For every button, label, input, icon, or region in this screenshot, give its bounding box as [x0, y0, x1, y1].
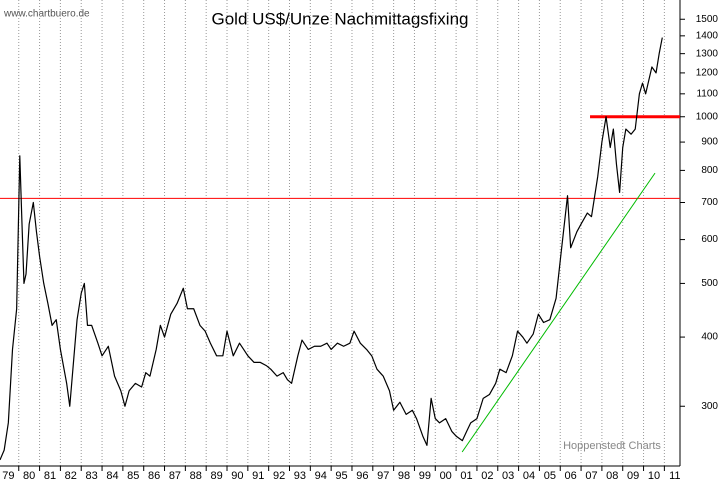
x-tick-label: 88 [190, 470, 202, 482]
x-tick-label: 80 [23, 470, 35, 482]
x-tick-label: 82 [65, 470, 77, 482]
y-tick-label: 1200 [696, 68, 719, 79]
x-tick-label: 97 [377, 470, 389, 482]
x-tick-label: 84 [106, 470, 118, 482]
y-tick-label: 900 [701, 137, 718, 148]
x-tick-label: 99 [419, 470, 431, 482]
y-tick-label: 1400 [696, 30, 719, 41]
x-tick-label: 90 [231, 470, 243, 482]
x-tick-label: 87 [169, 470, 181, 482]
y-tick-label: 400 [701, 332, 718, 343]
chart-title: Gold US$/Unze Nachmittagsfixing [211, 9, 468, 28]
x-tick-label: 95 [335, 470, 347, 482]
y-tick-label: 1300 [696, 48, 719, 59]
source-note: www.chartbuero.de [3, 9, 90, 20]
x-tick-label: 01 [460, 470, 472, 482]
y-tick-label: 700 [701, 197, 718, 208]
y-tick-label: 1500 [696, 14, 719, 25]
y-tick-label: 600 [701, 234, 718, 245]
x-tick-label: 81 [44, 470, 56, 482]
x-tick-label: 85 [127, 470, 139, 482]
x-tick-label: 07 [585, 470, 597, 482]
price-line [0, 37, 663, 461]
x-tick-label: 06 [565, 470, 577, 482]
x-tick-label: 89 [210, 470, 222, 482]
x-tick-label: 08 [606, 470, 618, 482]
x-tick-label: 10 [648, 470, 660, 482]
y-tick-label: 300 [701, 401, 718, 412]
x-tick-label: 96 [356, 470, 368, 482]
trend-line [461, 172, 656, 453]
x-tick-label: 93 [294, 470, 306, 482]
x-tick-label: 86 [148, 470, 160, 482]
x-tick-label: 04 [523, 470, 535, 482]
y-tick-label: 800 [701, 165, 718, 176]
x-tick-label: 83 [86, 470, 98, 482]
y-tick-label: 500 [701, 278, 718, 289]
x-tick-label: 79 [2, 470, 14, 482]
y-tick-label: 1100 [696, 88, 718, 99]
x-tick-label: 09 [627, 470, 639, 482]
x-tick-label: 05 [544, 470, 556, 482]
x-tick-label: 92 [273, 470, 285, 482]
x-tick-label: 11 [669, 470, 680, 482]
x-tick-label: 00 [440, 470, 452, 482]
x-tick-label: 94 [315, 470, 327, 482]
credit-note: Hoppenstedt Charts [563, 440, 661, 452]
x-tick-label: 98 [398, 470, 410, 482]
x-tick-label: 91 [252, 470, 264, 482]
x-tick-label: 02 [481, 470, 493, 482]
x-tick-label: 03 [502, 470, 514, 482]
y-tick-label: 1000 [696, 111, 719, 122]
